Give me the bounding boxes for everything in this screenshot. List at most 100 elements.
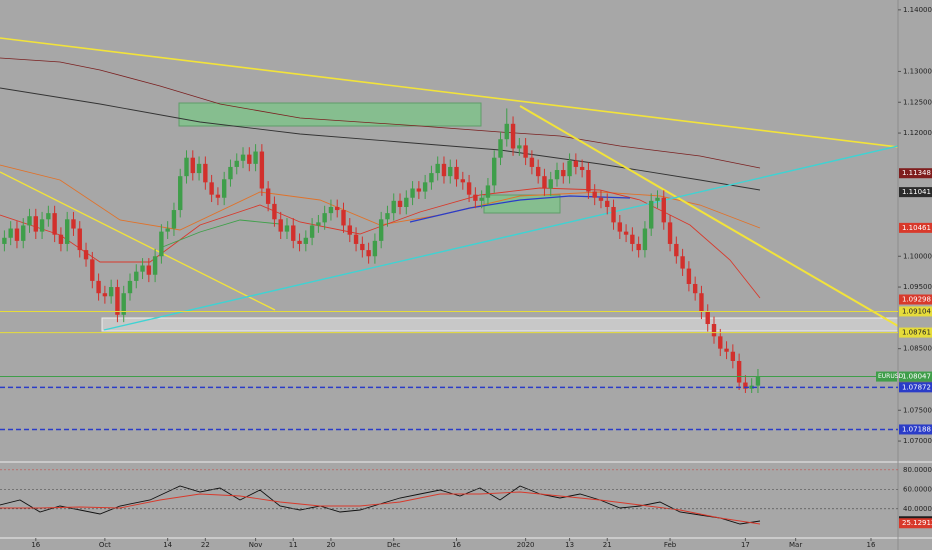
price-label: 1.08047: [902, 373, 931, 381]
candle-body: [391, 200, 396, 214]
price-label-box: [899, 306, 932, 317]
candle-body: [498, 139, 503, 158]
candle-body: [347, 225, 352, 235]
x-tick-label: Feb: [664, 541, 677, 549]
trendline: [103, 145, 899, 331]
x-tick-label: Dec: [387, 541, 401, 549]
candle-body: [429, 173, 434, 183]
candle-body: [542, 176, 547, 189]
candle-body: [743, 382, 748, 389]
candle-body: [278, 219, 283, 232]
candle-body: [636, 243, 641, 251]
candle-body: [33, 216, 38, 232]
candle-body: [598, 197, 604, 201]
candle-body: [561, 170, 566, 177]
candle-body: [196, 163, 202, 174]
candle-body: [272, 203, 277, 220]
symbol-box: [876, 371, 897, 382]
price-label: 1.08761: [902, 329, 931, 337]
y-tick-label: 1.12000: [903, 129, 932, 137]
candle-body: [366, 250, 371, 257]
candle-body: [146, 265, 152, 275]
moving-average: [159, 219, 281, 249]
candle-body: [617, 222, 623, 232]
candle-body: [397, 200, 403, 207]
candle-body: [284, 225, 290, 232]
candle-body: [554, 170, 560, 180]
candle-body: [265, 188, 271, 204]
candle-body: [234, 160, 239, 167]
candle-body: [441, 163, 447, 177]
candle-body: [611, 206, 616, 223]
moving-average: [0, 57, 761, 169]
price-label-box: [899, 382, 932, 393]
trendline: [0, 171, 276, 311]
candle-body: [680, 256, 685, 269]
candle-body: [517, 145, 522, 149]
rsi-tick-label: 80.00000: [903, 466, 932, 474]
candle-body: [140, 265, 145, 272]
candle-body: [579, 166, 585, 171]
candle-body: [77, 228, 82, 251]
candle-body: [435, 163, 440, 174]
x-tick-label: Oct: [99, 541, 111, 549]
candle-body: [655, 197, 660, 201]
x-tick-label: Mar: [789, 541, 802, 549]
candle-body: [422, 182, 428, 192]
candle-body: [630, 234, 635, 244]
y-tick-label: 1.07500: [903, 406, 932, 414]
candle-body: [724, 348, 729, 352]
candle-body: [699, 293, 704, 312]
candle-body: [749, 385, 754, 389]
price-label: 1.09104: [902, 307, 931, 315]
candle-body: [686, 268, 692, 284]
candle-body: [178, 176, 183, 211]
price-label: 1.07872: [902, 383, 931, 391]
candle-body: [184, 157, 189, 177]
candle-body: [115, 287, 120, 315]
candle-body: [259, 151, 265, 189]
price-label-box: [899, 327, 932, 338]
candle-body: [2, 237, 7, 244]
candle-body: [460, 179, 466, 183]
candle-body: [96, 280, 101, 294]
y-tick-label: 1.10000: [903, 252, 932, 260]
candle-body: [353, 234, 359, 244]
candle-body: [297, 240, 302, 244]
zone: [178, 102, 482, 127]
rsi-signal: [0, 491, 761, 525]
candle-body: [510, 123, 516, 149]
y-tick-label: 1.14000: [903, 6, 932, 14]
price-label-box: [899, 294, 932, 305]
x-tick-label: 20: [326, 541, 335, 549]
candle-body: [228, 166, 233, 180]
candle-body: [21, 225, 26, 241]
candle-body: [240, 154, 246, 161]
candle-body: [504, 123, 509, 140]
candle-body: [121, 293, 126, 315]
candle-body: [661, 197, 666, 223]
candle-body: [730, 351, 736, 361]
candle-body: [303, 237, 309, 244]
rsi-tick-label: 40.00000: [903, 505, 932, 513]
candle-body: [316, 222, 321, 226]
candle-body: [605, 200, 610, 207]
candle-body: [667, 222, 673, 244]
x-tick-label: 17: [741, 541, 750, 549]
price-label-box: [899, 424, 932, 435]
candle-body: [102, 293, 108, 297]
x-tick-label: 11: [289, 541, 298, 549]
x-tick-label: 16: [31, 541, 40, 549]
candle-body: [448, 166, 453, 177]
candle-body: [548, 179, 553, 189]
y-tick-label: 1.09500: [903, 283, 932, 291]
candle-body: [215, 194, 221, 198]
candle-body: [535, 166, 541, 177]
price-label-box: [899, 222, 932, 233]
rsi-level-box: [899, 518, 932, 529]
candle-body: [209, 182, 214, 195]
drawings: [0, 37, 899, 332]
candle-body: [322, 213, 327, 223]
candle-body: [485, 185, 491, 198]
